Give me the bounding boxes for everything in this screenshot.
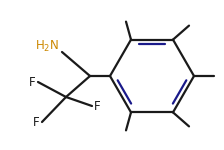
Text: H$_2$N: H$_2$N <box>35 38 59 54</box>
Text: F: F <box>33 116 40 129</box>
Text: F: F <box>94 99 101 112</box>
Text: F: F <box>29 75 36 88</box>
